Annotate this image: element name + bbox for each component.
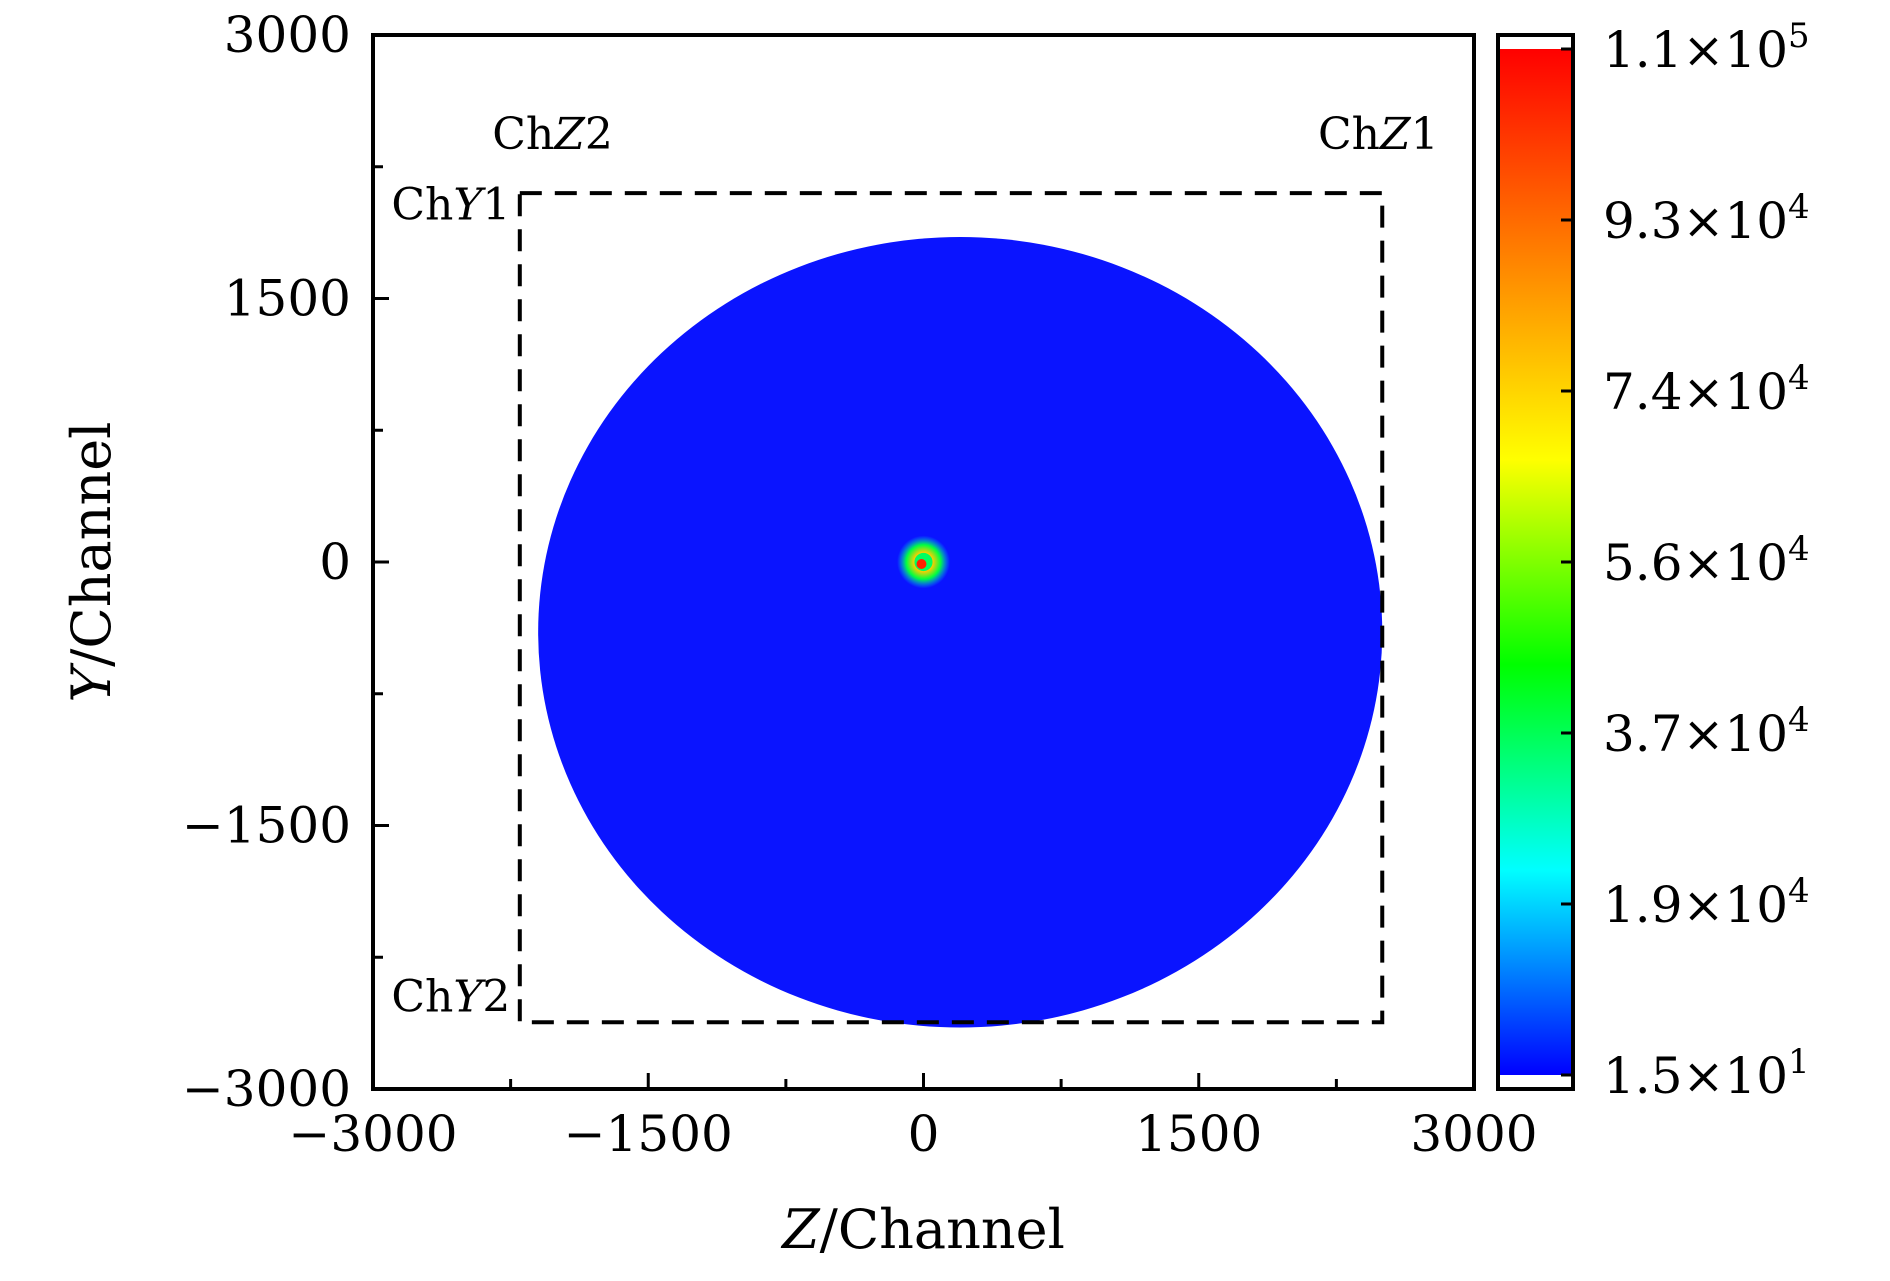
annotations: ChZ2 ChZ1 ChY1 ChY2: [391, 109, 1438, 1023]
central-hotspot-core: [916, 559, 927, 569]
x-tick-label: −3000: [288, 1105, 457, 1163]
colorbar-tick-label: 1.1×105: [1603, 16, 1810, 79]
x-tick-label: 0: [908, 1105, 940, 1163]
colorbar-tick-label: 1.9×104: [1603, 871, 1810, 934]
colorbar-tick-label: 3.7×104: [1603, 700, 1810, 763]
annotation-chz1: ChZ1: [1318, 109, 1439, 160]
annotation-chy2: ChY2: [391, 972, 510, 1023]
colorbar-tick-label: 5.6×104: [1603, 529, 1810, 592]
boundary-box: [517, 191, 1385, 1025]
x-axis-label: Z/Channel: [780, 1198, 1065, 1261]
y-tick-label: 3000: [224, 6, 351, 64]
axes: −3000 −1500 0 1500 3000 3000 1500 0 −1500 −3000 Z/…: [60, 6, 1538, 1261]
colorbar-tick-label: 1.5×101: [1603, 1042, 1810, 1105]
plot-area: [538, 237, 1383, 1028]
y-tick-label: 1500: [224, 270, 351, 328]
y-tick-label: −1500: [182, 797, 351, 855]
x-tick-label: 1500: [1135, 1105, 1262, 1163]
y-tick-label: −3000: [182, 1060, 351, 1118]
annotation-chz2: ChZ2: [492, 109, 613, 160]
y-tick-label: 0: [319, 533, 351, 591]
x-tick-label: 3000: [1410, 1105, 1537, 1163]
dashed-boundary-rect: [517, 191, 1385, 1025]
colorbar-tick-label: 9.3×104: [1603, 187, 1810, 250]
colorbar-tick-label: 7.4×104: [1603, 358, 1810, 421]
colorbar: 1.1×105 9.3×104 7.4×104 5.6×104 3.7×104 1.9×1…: [1496, 16, 1810, 1105]
annotation-chy1: ChY1: [391, 179, 510, 230]
x-tick-label: −1500: [564, 1105, 733, 1163]
colorbar-gradient: [1498, 49, 1573, 1075]
y-axis-label: Y/Channel: [60, 422, 123, 703]
detector-disk: [538, 237, 1383, 1028]
